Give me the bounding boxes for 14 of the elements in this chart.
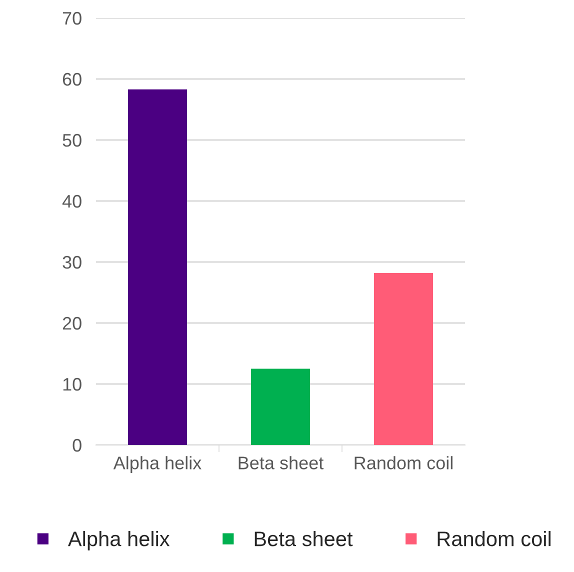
x-tick-label: Beta sheet	[238, 456, 324, 470]
y-tick-label: 40	[62, 194, 82, 208]
x-tick-label: Random coil	[354, 456, 452, 470]
y-tick-label: 70	[62, 12, 82, 25]
y-tick-label: 0	[72, 438, 82, 452]
y-tick-label: 50	[62, 134, 82, 147]
legend-label: Random coil	[438, 530, 551, 546]
x-tick-label: Alpha helix	[113, 456, 202, 473]
legend-label: Beta sheet	[254, 530, 353, 546]
y-tick-label: 10	[63, 378, 82, 391]
y-tick-label: 60	[62, 72, 82, 86]
legend-label: Alpha helix	[68, 530, 170, 550]
y-tick-label: 20	[62, 316, 82, 330]
y-tick-label: 30	[62, 256, 82, 269]
